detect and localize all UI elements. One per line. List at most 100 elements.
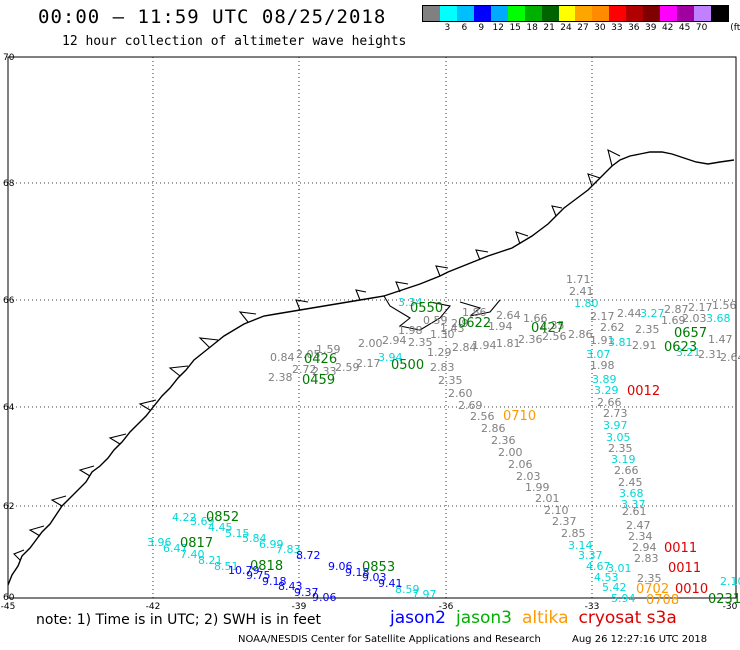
legend-swatch xyxy=(507,6,525,21)
wave-height-label: 1.80 xyxy=(574,297,599,310)
pass-time-label: 0852 xyxy=(206,510,239,525)
wave-height-label: 2.10 xyxy=(544,504,569,517)
legend-swatch xyxy=(677,6,694,21)
coastline-fjord xyxy=(355,289,367,301)
wave-height-label: 3.27 xyxy=(640,307,665,320)
wave-height-label: 2.62 xyxy=(600,321,625,334)
pass-time-label: 0011 xyxy=(664,541,697,556)
wave-height-label: 5.84 xyxy=(242,532,267,545)
wave-height-label: 2.59 xyxy=(335,361,360,374)
wave-height-label: 1.66 xyxy=(523,312,548,325)
legend-swatch xyxy=(490,6,508,21)
satellite-legend: jason2 jason3 altika cryosat s3a xyxy=(390,608,687,628)
y-tick-label: 70 xyxy=(3,53,15,63)
wave-height-label: 2.03 xyxy=(682,312,707,325)
legend-swatch xyxy=(660,6,678,21)
wave-height-label: 2.64 xyxy=(720,351,740,364)
wave-height-label: 1.30 xyxy=(430,328,455,341)
wave-height-label: 9.41 xyxy=(378,577,403,590)
coastline-fjord xyxy=(587,173,601,187)
legend-swatch xyxy=(456,6,474,21)
pass-time-label: 0710 xyxy=(503,409,536,424)
wave-height-label: 3.37 xyxy=(578,549,603,562)
y-tick-label: 68 xyxy=(3,179,15,189)
coastline-fjord xyxy=(198,337,219,349)
wave-height-label: 2.35 xyxy=(408,336,433,349)
wave-height-label: 3.37 xyxy=(621,498,646,511)
legend-swatch xyxy=(592,6,610,21)
wave-height-label: 6.99 xyxy=(259,538,284,551)
wave-height-label: 6.47 xyxy=(163,542,188,555)
wave-height-label: 1.29 xyxy=(427,346,452,359)
wave-height-label: 2.35 xyxy=(608,442,633,455)
coastline-fjord xyxy=(50,495,67,507)
pass-time-label: 0817 xyxy=(180,536,213,551)
wave-height-label: 9.06 xyxy=(328,560,353,573)
wave-height-label: 2.94 xyxy=(632,541,657,554)
pass-time-label: 0708 xyxy=(646,593,679,608)
wave-height-label: 2.91 xyxy=(632,339,657,352)
wave-height-label: 1.71 xyxy=(566,273,591,286)
wave-height-label: 1.91 xyxy=(590,334,615,347)
wave-height-label: 2.17 xyxy=(356,357,381,370)
pass-time-label: 0426 xyxy=(304,352,337,367)
wave-height-label: 2.36 xyxy=(518,333,543,346)
coastline-fjord xyxy=(395,281,409,293)
wave-height-label: 2.47 xyxy=(626,519,651,532)
x-tick-label: -33 xyxy=(585,602,600,612)
wave-height-label: 8.43 xyxy=(278,580,303,593)
coastline-fjord xyxy=(13,549,25,561)
axis-ticks: 70 68 66 64 62 -45 -42 -39 -36 -33 -30 60 xyxy=(1,53,738,612)
map-frame xyxy=(7,56,737,599)
y-tick-label: 64 xyxy=(3,403,15,413)
wave-height-label: 3.96 xyxy=(147,536,172,549)
coastline-fjord xyxy=(459,299,501,317)
pass-time-label: 0550 xyxy=(410,301,443,316)
wave-height-label: 2.85 xyxy=(561,527,586,540)
legend-swatch xyxy=(643,6,661,21)
wave-height-label: 9.37 xyxy=(294,586,319,599)
satellite-legend-item: altika xyxy=(522,608,569,628)
wave-height-label: 2.69 xyxy=(458,399,483,412)
legend-label: 9 xyxy=(478,23,485,33)
satellite-legend-item: jason2 xyxy=(390,608,446,628)
wave-height-label: 2.10 xyxy=(720,575,740,588)
wave-height-label: 7.97 xyxy=(412,588,437,601)
wave-height-label: 1.56 xyxy=(712,299,737,312)
legend-swatch xyxy=(473,6,491,21)
wave-height-label: 3.07 xyxy=(586,348,611,361)
coastline-fjord xyxy=(28,525,45,537)
wave-height-label: 3.19 xyxy=(611,453,636,466)
y-tick-label: 66 xyxy=(3,296,15,306)
legend-label: 21 xyxy=(543,23,555,33)
wave-height-label: 5.42 xyxy=(602,581,627,594)
pass-time-label: 0853 xyxy=(362,560,395,575)
wave-height-label: 1.94 xyxy=(488,320,513,333)
coastline-fjord xyxy=(515,231,529,245)
pass-time-label: 0459 xyxy=(302,373,335,388)
x-tick-label: -36 xyxy=(439,602,454,612)
wave-height-label: 1.43 xyxy=(440,322,465,335)
legend-swatch xyxy=(609,6,627,21)
pass-time-label: 0657 xyxy=(674,326,707,341)
wave-height-label: 1.47 xyxy=(708,333,733,346)
coastline-fjord xyxy=(607,148,621,167)
legend-label: 42 xyxy=(661,23,674,33)
wave-height-label: 1.98 xyxy=(590,359,615,372)
wave-height-label: 9.18 xyxy=(262,575,287,588)
legend-swatch xyxy=(439,6,457,21)
legend-swatch xyxy=(626,6,644,21)
footer-note: note: 1) Time is in UTC; 2) SWH is in fe… xyxy=(36,612,322,628)
wave-height-label: 2.38 xyxy=(268,371,293,384)
wave-height-label: 2.35 xyxy=(540,319,565,332)
legend-label: 24 xyxy=(560,23,572,33)
wave-height-label: 2.35 xyxy=(438,374,463,387)
wave-height-label: 2.31 xyxy=(698,348,723,361)
wave-height-label: 2.35 xyxy=(635,323,660,336)
wave-height-label: 2.60 xyxy=(448,387,473,400)
wave-height-label: 2.45 xyxy=(618,476,643,489)
wave-height-label: 8.59 xyxy=(395,583,420,596)
legend-swatch xyxy=(575,6,593,21)
wave-height-label: 4.67 xyxy=(586,560,611,573)
